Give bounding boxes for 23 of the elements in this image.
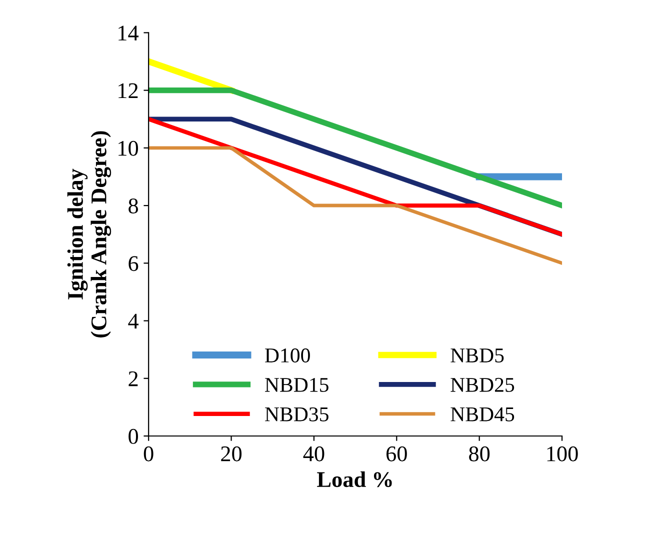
y-tick-label: 14	[118, 26, 139, 40]
y-tick-label: 10	[118, 140, 138, 156]
legend-label: NBD15	[265, 378, 328, 392]
legend-label: D100	[265, 348, 310, 362]
legend-label: NBD25	[450, 378, 514, 392]
line-series	[148, 146, 562, 265]
legend-label: NBD35	[265, 407, 328, 422]
x-tick-label: 80	[469, 446, 490, 462]
y-tick-label: 8	[128, 198, 138, 214]
y-tick-label: 6	[128, 256, 138, 272]
y-tick-label: 4	[128, 314, 139, 328]
y-tick-label: 2	[128, 371, 138, 386]
x-tick-label: 40	[303, 446, 324, 462]
y-tick-label: 12	[118, 83, 138, 98]
x-tick-label: 20	[221, 446, 242, 462]
x-tick-label: 0	[144, 446, 154, 462]
legend-label: NBD5	[450, 348, 504, 362]
legend-label: NBD45	[450, 407, 514, 422]
x-tick-label: 60	[386, 446, 407, 462]
y-tick-label: 0	[128, 428, 138, 444]
y-axis-title: Ignition delay (Crank Angle Degree)	[67, 131, 112, 338]
x-axis-title: Load %	[317, 471, 392, 488]
x-tick-label: 100	[547, 446, 578, 462]
